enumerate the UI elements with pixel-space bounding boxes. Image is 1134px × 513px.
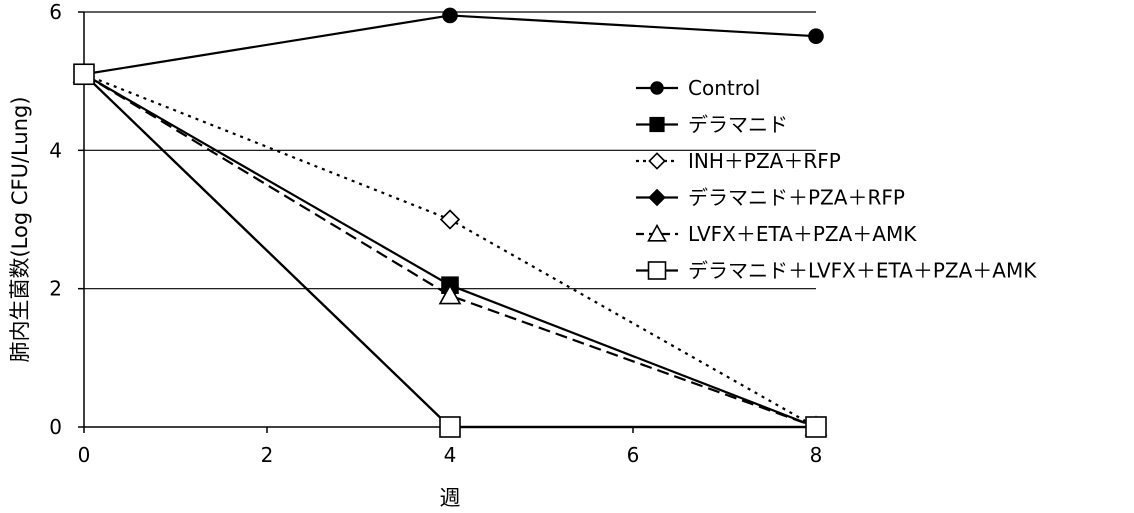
legend-label: デラマニド＋PZA＋RFP	[688, 186, 905, 210]
x-tick-label: 6	[627, 443, 640, 467]
legend-label: LVFX＋ETA＋PZA＋AMK	[688, 222, 917, 246]
marker-circle	[808, 28, 824, 45]
x-tick-label: 4	[444, 443, 457, 467]
legend-label: INH＋PZA＋RFP	[688, 149, 841, 173]
legend-entry: Control	[636, 76, 760, 100]
legend-entry: デラマニド＋PZA＋RFP	[636, 186, 905, 210]
series-0	[76, 7, 824, 83]
series-line	[83, 14, 817, 76]
y-tick-label: 6	[49, 0, 62, 24]
marker-circle	[650, 81, 664, 95]
series-group	[72, 7, 828, 438]
legend-entry: デラマニド＋LVFX＋ETA＋PZA＋AMK	[636, 259, 1037, 283]
marker-diamond	[439, 209, 461, 230]
y-tick-label: 4	[49, 138, 62, 162]
marker-square	[805, 416, 827, 438]
legend-entry: INH＋PZA＋RFP	[636, 149, 841, 173]
marker-square	[439, 416, 461, 438]
y-axis-title: 肺内生菌数(Log CFU/Lung)	[8, 96, 32, 362]
marker-square	[647, 261, 667, 280]
y-tick-label: 0	[49, 415, 62, 439]
series-5	[73, 63, 827, 438]
marker-square	[73, 63, 95, 86]
marker-triangle	[438, 283, 462, 305]
series-line	[83, 73, 817, 429]
x-tick-label: 2	[261, 443, 274, 467]
marker-square	[649, 116, 665, 133]
legend-label: Control	[688, 76, 760, 100]
x-axis-title: 週	[440, 486, 461, 510]
marker-triangle	[647, 223, 667, 242]
legend-label: デラマニド	[688, 113, 788, 137]
legend-label: デラマニド＋LVFX＋ETA＋PZA＋AMK	[688, 259, 1037, 283]
x-tick-label: 8	[810, 443, 823, 467]
legend: Control デラマニド INH＋PZA＋RFP デラマニド＋PZA＋RFP LVFX…	[636, 76, 1037, 283]
tick-labels: 0 2 4 6 8 0 2 4 6	[49, 0, 822, 467]
legend-entry: デラマニド	[636, 113, 788, 137]
marker-diamond	[648, 188, 666, 207]
legend-entry: LVFX＋ETA＋PZA＋AMK	[636, 222, 917, 246]
y-tick-label: 2	[49, 277, 62, 301]
marker-circle	[442, 7, 458, 24]
marker-diamond	[648, 152, 666, 170]
x-tick-label: 0	[78, 443, 91, 467]
